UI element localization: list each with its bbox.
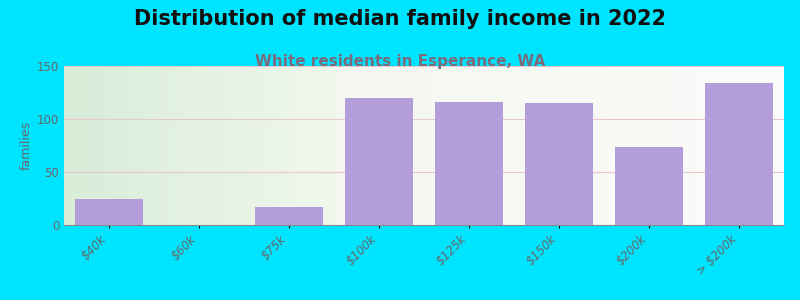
Bar [435,102,502,225]
Bar [706,83,773,225]
Bar [615,147,682,225]
Bar [64,66,334,225]
Bar [526,103,593,225]
Text: White residents in Esperance, WA: White residents in Esperance, WA [255,54,545,69]
Bar [75,199,142,225]
Text: Distribution of median family income in 2022: Distribution of median family income in … [134,9,666,29]
Y-axis label: families: families [20,121,33,170]
Bar [255,207,322,225]
Bar [346,98,413,225]
Bar [334,66,800,225]
